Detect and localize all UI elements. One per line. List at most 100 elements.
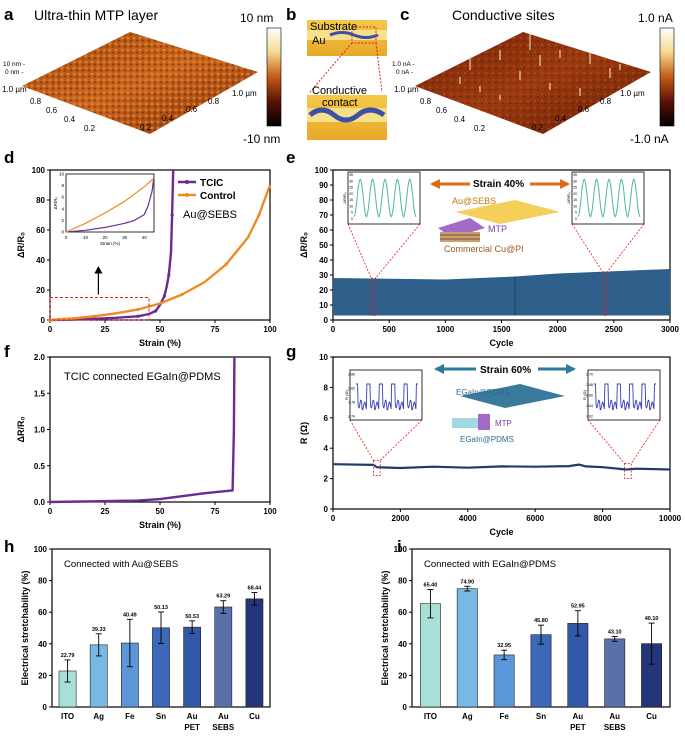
x-tick-label: 100 xyxy=(263,507,277,516)
x-tick-label: 1000 xyxy=(436,325,454,334)
y-tick-label: 0.0 xyxy=(34,498,46,507)
y-tick-label: 40 xyxy=(319,256,328,265)
legend-marker-tcic xyxy=(185,180,189,184)
panel-a-tl3: 0.2 xyxy=(84,124,96,133)
y-tick-label: 6 xyxy=(324,414,329,423)
inset-y-tick: 6 xyxy=(61,195,64,200)
y-tick-label: 100 xyxy=(394,545,408,554)
panel-c-letter: c xyxy=(400,5,409,24)
au-wave-top xyxy=(329,31,379,39)
value-label-5: 63.29 xyxy=(216,594,230,600)
value-label-1: 39.33 xyxy=(92,627,106,633)
category-label-6: Cu xyxy=(249,712,260,721)
panel-a: a Ultra-thin MTP layer 10 nm - 0 nm - 1.… xyxy=(2,5,282,146)
label-strain-60: Strain 60% xyxy=(480,365,531,376)
label-mtp-g: MTP xyxy=(495,419,512,428)
x-tick-label: 3000 xyxy=(661,325,679,334)
category-label-5: SEBS xyxy=(604,723,626,732)
series-line-control xyxy=(49,184,272,322)
y-tick-label: 100 xyxy=(315,166,329,175)
y-axis-label: Electrical stretchability (%) xyxy=(380,570,390,685)
bar-5 xyxy=(214,606,233,708)
au-label: Au xyxy=(312,35,325,47)
value-label-2: 32.95 xyxy=(497,643,511,649)
y-tick-label: 50 xyxy=(319,241,328,250)
panel-i-letter: i xyxy=(397,537,402,556)
inset-g-left-link1 xyxy=(349,419,374,461)
panel-a-tr1: 0.4 xyxy=(162,114,174,123)
inset-background xyxy=(66,174,154,232)
inset-e-left-signal xyxy=(353,178,417,218)
inset-y-label: ΔR/R₀ xyxy=(53,197,58,210)
bar-1 xyxy=(456,588,478,708)
y-tick-label: 0 xyxy=(41,316,46,325)
inset-e-left-ylabel: ΔR/R₀ xyxy=(342,192,347,204)
panel-e-schematic: Au@SEBS MTP Commercial Cu@PI Strain 40% xyxy=(430,179,570,254)
inset-e-left-ytick: 15 xyxy=(349,198,353,202)
data-point-control xyxy=(257,213,261,217)
conductive-spikes xyxy=(459,32,621,100)
y-tick-label: 20 xyxy=(319,286,328,295)
data-point-control xyxy=(92,314,96,318)
inset-x-label: Strain (%) xyxy=(100,241,121,246)
inset-e-right-signal xyxy=(577,178,641,218)
value-label-2: 40.49 xyxy=(123,612,137,618)
inset-g-right-link1 xyxy=(587,419,625,464)
bar-chart-title: Connected with Au@SEBS xyxy=(64,559,178,570)
panel-f-letter: f xyxy=(4,342,10,361)
bar-5 xyxy=(604,638,626,708)
series-line-resistance xyxy=(332,463,671,471)
inset-g-left-ytick: 2.82 xyxy=(348,387,355,391)
y-tick-label: 90 xyxy=(319,181,328,190)
data-point-tcic xyxy=(162,294,166,298)
inset-g-left-ytick: 2.74 xyxy=(348,415,355,419)
panel-g-schematic: EGaIn@PDMS MTP EGaIn@PDMS Strain 60% xyxy=(434,364,576,444)
au-band xyxy=(307,30,387,40)
inset-y-tick: 4 xyxy=(61,206,64,211)
category-label-5: Au xyxy=(609,712,620,721)
arrow-left-head xyxy=(430,179,440,189)
y-tick-label: 60 xyxy=(36,226,45,235)
colorbar-c-min: -1.0 nA xyxy=(630,132,669,146)
x-axis-label: Cycle xyxy=(489,527,513,537)
inset-e-right-ytick: 0 xyxy=(575,217,577,221)
x-tick-label: 75 xyxy=(211,325,220,334)
egain-strip xyxy=(452,418,488,428)
x-tick-label: 1500 xyxy=(493,325,511,334)
y-tick-label: 60 xyxy=(38,608,47,617)
panel-b: b Substrate Au Conductive contact xyxy=(286,5,387,140)
y-tick-label: 30 xyxy=(319,271,328,280)
x-tick-label: 25 xyxy=(101,325,110,334)
chart-i: 0 20 40 60 80 100 Electrical stretchability (%… xyxy=(380,545,671,732)
data-point-control xyxy=(180,292,184,297)
value-label-0: 65.40 xyxy=(424,582,438,588)
plot-frame xyxy=(332,356,671,510)
panel-c-tl1: 0.6 xyxy=(436,106,448,115)
x-tick-label: 6000 xyxy=(526,514,544,523)
y-tick-label: 80 xyxy=(36,196,45,205)
inset-e-right-zone xyxy=(602,271,608,316)
inset-e-right-ytick: 20 xyxy=(573,192,577,196)
y-tick-label: 20 xyxy=(38,671,47,680)
y-tick-label: 10 xyxy=(319,353,328,362)
panel-c-tl3: 0.2 xyxy=(474,124,486,133)
panel-a-ztop: 10 nm - xyxy=(3,61,25,68)
panel-c-tl2: 0.4 xyxy=(454,115,466,124)
category-label-0: ITO xyxy=(61,712,74,721)
data-point-control xyxy=(224,262,228,267)
y-tick-label: 0 xyxy=(324,505,329,514)
x-tick-label: 10000 xyxy=(659,514,682,523)
panel-c-tl0: 0.8 xyxy=(420,97,432,106)
conductive-label: Conductive xyxy=(312,85,367,97)
category-label-1: Ag xyxy=(93,712,104,721)
data-point-tcic xyxy=(170,213,174,217)
y-axis-label: R (Ω) xyxy=(299,422,309,444)
chart-e: 0 500 1000 1500 2000 2500 30000102030405060708… xyxy=(299,166,679,348)
data-point-tcic xyxy=(154,309,158,313)
y-tick-label: 2.0 xyxy=(34,353,46,362)
inset-x-tick: 10 xyxy=(83,235,89,240)
inset-e-left-ytick: 20 xyxy=(349,192,353,196)
y-tick-label: 0 xyxy=(403,703,408,712)
inset-e-right-ytick: 5 xyxy=(575,211,577,215)
